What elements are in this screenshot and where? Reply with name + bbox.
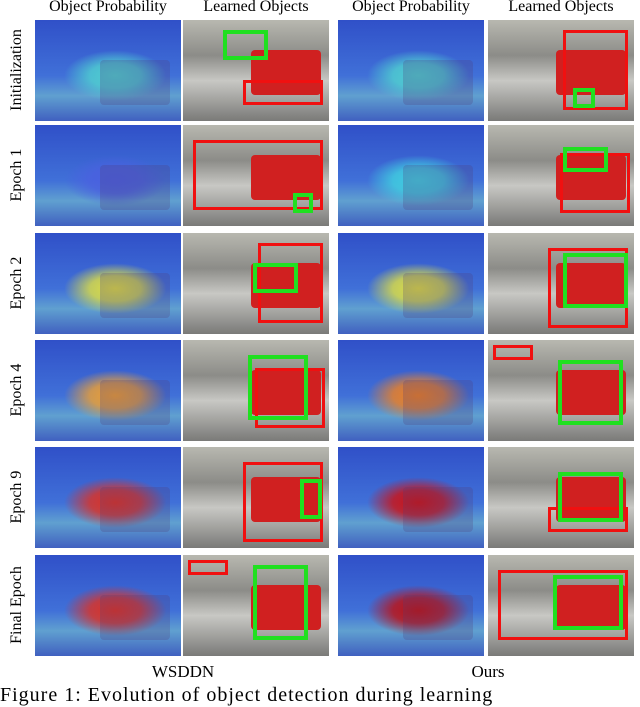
car-shadow	[100, 273, 170, 318]
green-box	[293, 193, 313, 213]
green-box	[248, 355, 308, 420]
green-box	[253, 565, 308, 640]
car-shadow	[100, 487, 170, 532]
column-header: Learned Objects	[508, 0, 614, 15]
learned-objects	[183, 555, 329, 656]
group-label: WSDDN	[151, 662, 215, 681]
car-shadow	[100, 380, 170, 425]
car-shadow	[100, 165, 170, 210]
learned-objects	[183, 125, 329, 226]
probability-map	[338, 20, 484, 121]
learned-objects	[488, 233, 634, 334]
probability-map	[35, 20, 181, 121]
red-box	[255, 368, 325, 428]
red-box	[243, 80, 323, 105]
caption: Figure 1: Evolution of object detection …	[0, 684, 494, 706]
column-header: Object Probability	[49, 0, 167, 15]
car	[556, 585, 626, 630]
probability-map	[35, 447, 181, 548]
learned-objects	[488, 447, 634, 548]
learned-objects	[488, 555, 634, 656]
probability-map	[338, 125, 484, 226]
column-header: Learned Objects	[203, 0, 309, 15]
probability-map	[35, 233, 181, 334]
car-shadow	[403, 165, 473, 210]
probability-map	[35, 555, 181, 656]
row-label: Epoch 4	[8, 363, 25, 416]
probability-map	[338, 447, 484, 548]
row-label: Initialization	[8, 28, 25, 111]
red-box	[258, 243, 323, 323]
red-box	[493, 345, 533, 360]
car	[556, 477, 626, 522]
green-box	[253, 263, 298, 293]
probability-map	[338, 340, 484, 441]
red-box	[498, 570, 628, 640]
car-shadow	[403, 60, 473, 105]
red-box	[560, 153, 630, 213]
learned-objects	[488, 20, 634, 121]
car-shadow	[100, 595, 170, 640]
car-shadow	[100, 60, 170, 105]
green-box	[573, 88, 595, 108]
row-label: Epoch 1	[8, 148, 25, 201]
car	[556, 155, 626, 200]
car	[251, 370, 321, 415]
car	[251, 585, 321, 630]
red-box	[563, 30, 628, 110]
car-shadow	[403, 595, 473, 640]
learned-objects	[488, 125, 634, 226]
green-box	[558, 360, 623, 425]
car	[556, 50, 626, 95]
column-header: Object Probability	[352, 0, 470, 15]
probability-map	[35, 125, 181, 226]
green-box	[563, 147, 608, 172]
learned-objects	[183, 20, 329, 121]
probability-map	[338, 233, 484, 334]
red-box	[188, 560, 228, 575]
learned-objects	[183, 447, 329, 548]
probability-map	[338, 555, 484, 656]
learned-objects	[183, 340, 329, 441]
green-box	[223, 30, 268, 60]
car-shadow	[403, 273, 473, 318]
probability-map	[35, 340, 181, 441]
green-box	[553, 575, 623, 630]
row-label: Final Epoch	[8, 565, 25, 644]
car-shadow	[403, 380, 473, 425]
row-label: Epoch 9	[8, 470, 25, 523]
car	[251, 155, 321, 200]
learned-objects	[183, 233, 329, 334]
red-box	[548, 507, 628, 532]
car	[251, 477, 321, 522]
car	[556, 370, 626, 415]
green-box	[558, 472, 623, 522]
group-label: Ours	[471, 662, 505, 681]
green-box	[563, 253, 628, 308]
red-box	[193, 140, 323, 210]
learned-objects	[488, 340, 634, 441]
green-box	[300, 479, 322, 519]
car	[251, 263, 321, 308]
car-shadow	[403, 487, 473, 532]
car	[556, 263, 626, 308]
row-label: Epoch 2	[8, 256, 25, 309]
